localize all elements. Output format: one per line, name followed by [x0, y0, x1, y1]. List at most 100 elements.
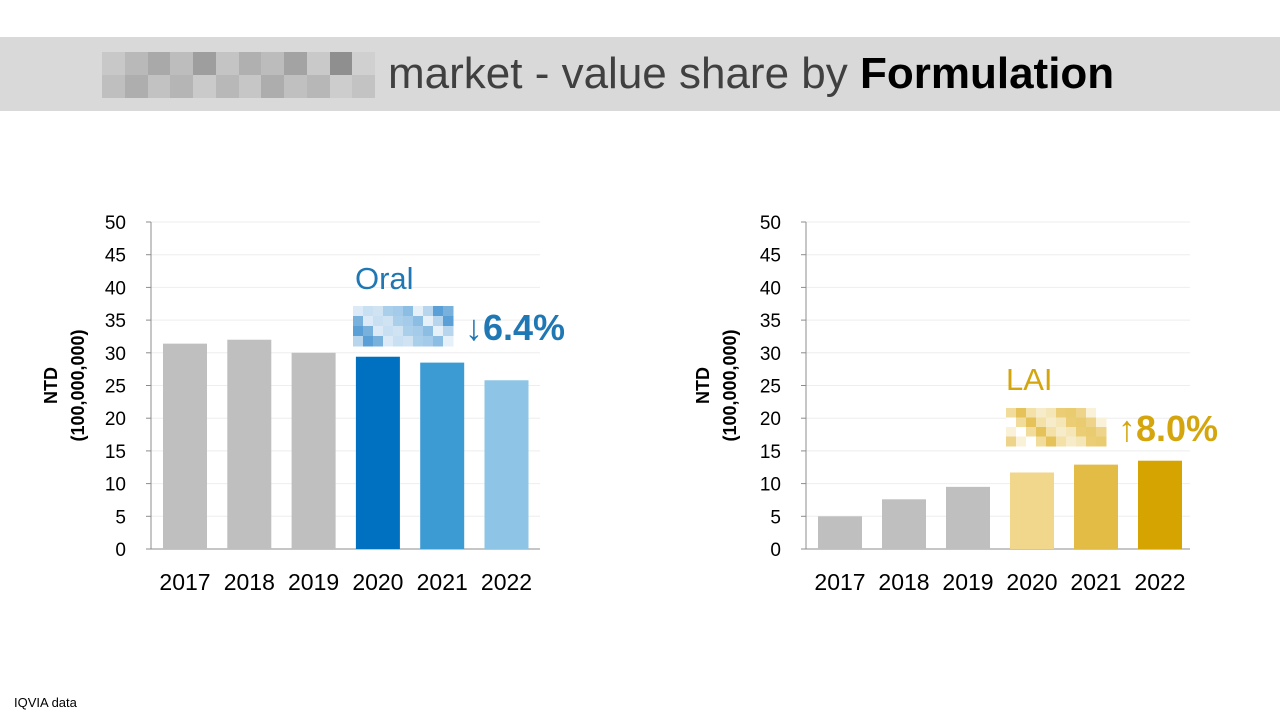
chart2-y-tick-label: 20 — [760, 409, 781, 430]
chart1-redacted-pixel — [433, 316, 444, 327]
chart2-redacted-pixel — [1046, 427, 1057, 437]
chart1-bar-2022 — [484, 380, 529, 549]
chart1-redacted-pixel — [363, 326, 374, 337]
chart1-redacted-pixel — [433, 306, 444, 317]
chart2-redacted-pixel — [1056, 417, 1067, 428]
chart2-y-tick-label: 40 — [760, 278, 781, 299]
chart1-redacted-pixel — [393, 306, 404, 317]
chart1-redacted-pixel — [383, 316, 394, 327]
chart1-redacted-pixel — [413, 326, 424, 337]
chart1-redacted-pixel — [433, 336, 444, 347]
chart2-redacted-pixel — [1076, 417, 1087, 428]
chart2-redacted-pixel — [1096, 436, 1107, 447]
chart2-redacted-pixel — [1006, 417, 1017, 428]
chart2-redacted-pixel — [1056, 427, 1067, 437]
chart2-bar-2022 — [1138, 460, 1182, 549]
chart2-x-tick-label: 2020 — [1006, 569, 1057, 595]
chart2-redacted-pixel — [1086, 436, 1097, 447]
chart2-redacted-pixel — [1086, 417, 1097, 428]
chart2-x-tick-label: 2019 — [942, 569, 993, 595]
chart1-redacted-pixel — [403, 336, 414, 347]
redacted-title-block — [102, 52, 375, 98]
chart1-y-tick-label: 25 — [105, 377, 126, 398]
chart2-redacted-pixel — [1096, 417, 1107, 428]
chart2-redacted-pixel — [1006, 427, 1017, 437]
chart2-redacted-pixel — [1026, 427, 1037, 437]
chart1-redacted-pixel — [403, 326, 414, 337]
chart2-redacted-pixel — [1036, 427, 1047, 437]
chart1-redacted-pixel — [363, 336, 374, 347]
chart2-y-tick-label: 0 — [770, 540, 781, 561]
chart1-redacted-pixel — [353, 316, 364, 327]
chart1-x-tick-label: 2020 — [352, 569, 403, 595]
title-main: market - value share by — [388, 49, 848, 98]
chart1-y-tick-label: 35 — [105, 311, 126, 332]
chart2-y-tick-label: 5 — [770, 507, 781, 528]
chart1-bar-2021 — [420, 362, 465, 549]
chart2-redacted-pixel — [1026, 436, 1037, 447]
chart2-x-tick-label: 2017 — [814, 569, 865, 595]
chart1-redacted-pixel — [413, 316, 424, 327]
chart2-y-tick-label: 30 — [760, 344, 781, 365]
chart1-bar-2018 — [227, 339, 272, 549]
chart2-x-tick-label: 2018 — [878, 569, 929, 595]
chart2-redacted-pixel — [1076, 436, 1087, 447]
chart1-bar-2019 — [291, 352, 336, 549]
chart2-redacted-pixel — [1006, 436, 1017, 447]
chart1-redacted-pixel — [443, 336, 454, 347]
chart2-redacted-pixel — [1056, 436, 1067, 447]
chart1-redacted-pixel — [373, 336, 384, 347]
chart2-x-tick-label: 2022 — [1134, 569, 1185, 595]
chart1-redacted-pixel — [433, 326, 444, 337]
chart1-redacted-pixel — [353, 326, 364, 337]
chart2-redacted-pixel — [1086, 408, 1097, 418]
chart1-y-tick-label: 0 — [115, 540, 126, 561]
chart1-redacted-pixel — [413, 336, 424, 347]
chart1-x-tick-label: 2017 — [159, 569, 210, 595]
chart2-bar-2019 — [946, 486, 990, 549]
chart1-redacted-pixel — [373, 316, 384, 327]
chart1-x-tick-label: 2019 — [288, 569, 339, 595]
chart1-redacted-pixel — [443, 316, 454, 327]
title-bold: Formulation — [859, 49, 1115, 98]
chart1-bar-2017 — [163, 343, 207, 549]
chart2-change-indicator: ↑8.0% — [1118, 408, 1218, 449]
chart2-redacted-pixel — [1066, 408, 1077, 418]
chart2-redacted-pixel — [1096, 408, 1107, 418]
chart1-redacted-pixel — [403, 316, 414, 327]
chart1-redacted-pixel — [363, 316, 374, 327]
chart1-redacted-pixel — [393, 326, 404, 337]
chart2-redacted-pixel — [1066, 417, 1077, 428]
chart1-redacted-pixel — [393, 316, 404, 327]
chart2-y-tick-label: 15 — [760, 442, 781, 463]
chart2-y-tick-label: 50 — [760, 213, 781, 234]
chart2-redacted-pixel — [1076, 427, 1087, 437]
chart2-redacted-pixel — [1006, 408, 1017, 418]
chart2-redacted-pixel — [1016, 417, 1027, 428]
chart2-y-axis-label: NTD (100,000,000) — [693, 329, 740, 441]
chart1-change-indicator: ↓6.4% — [465, 307, 565, 348]
chart1-y-tick-label: 45 — [105, 246, 126, 267]
chart1-redacted-pixel — [403, 306, 414, 317]
chart2-redacted-pixel — [1076, 408, 1087, 418]
chart1-x-tick-label: 2022 — [481, 569, 532, 595]
chart1-redacted-pixel — [383, 336, 394, 347]
chart2-y-tick-label: 10 — [760, 475, 781, 496]
chart2-redacted-pixel — [1046, 408, 1057, 418]
chart2-redacted-pixel — [1046, 417, 1057, 428]
chart1-redacted-pixel — [443, 326, 454, 337]
chart2-bar-2021 — [1074, 464, 1118, 549]
chart1-redacted-pixel — [373, 326, 384, 337]
chart2-x-tick-label: 2021 — [1070, 569, 1121, 595]
title-band: market - value share by Formulation — [0, 37, 1280, 111]
page-title: market - value share by Formulation — [388, 47, 1114, 101]
chart2-redacted-pixel — [1016, 408, 1027, 418]
chart1-redacted-pixel — [423, 306, 434, 317]
chart1-redacted-pixel — [393, 336, 404, 347]
chart1-redacted-pixel — [423, 316, 434, 327]
chart1-redacted-pixel — [443, 306, 454, 317]
chart2-segment-label: LAI — [1006, 362, 1053, 397]
chart2-redacted-pixel — [1086, 427, 1097, 437]
chart2-bar-2020 — [1010, 472, 1054, 549]
